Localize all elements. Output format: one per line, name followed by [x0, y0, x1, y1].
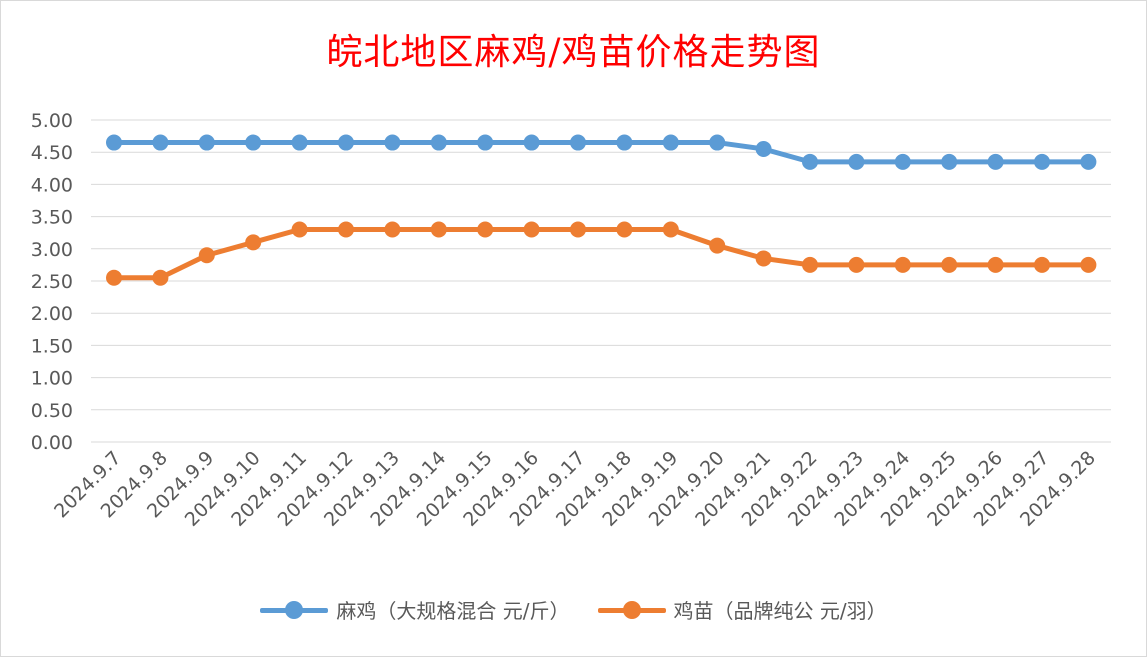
point-series-1-19 [987, 256, 1004, 273]
point-series-1-7 [430, 221, 447, 238]
y-tick-label-3: 1.50 [31, 335, 73, 357]
point-series-1-4 [291, 221, 308, 238]
point-series-0-14 [755, 140, 772, 157]
y-tick-label-0: 0.00 [31, 432, 73, 454]
point-series-1-20 [1034, 256, 1050, 273]
legend-label-series-0: 麻鸡（大规格混合 元/斤） [336, 599, 570, 623]
point-series-0-13 [709, 134, 726, 151]
legend: 麻鸡（大规格混合 元/斤） 鸡苗（品牌纯公 元/羽） [1, 595, 1146, 624]
point-series-0-21 [1080, 153, 1097, 170]
point-series-1-11 [616, 221, 633, 238]
point-series-1-16 [848, 256, 865, 273]
point-series-0-1 [152, 134, 169, 151]
series-line-1 [111, 226, 1091, 281]
point-series-1-10 [570, 221, 586, 238]
y-tick-label-7: 3.50 [31, 207, 73, 229]
chart-title: 皖北地区麻鸡/鸡苗价格走势图 [326, 32, 821, 73]
point-series-0-2 [198, 134, 215, 151]
point-series-0-19 [987, 153, 1004, 170]
point-series-1-2 [198, 247, 215, 264]
point-series-1-21 [1080, 256, 1097, 273]
point-series-0-9 [523, 134, 540, 151]
point-series-1-1 [152, 269, 169, 286]
point-series-0-20 [1034, 153, 1050, 170]
point-series-0-4 [291, 134, 308, 151]
y-tick-label-5: 2.50 [31, 271, 73, 293]
legend-item-series-1: 鸡苗（品牌纯公 元/羽） [597, 595, 887, 624]
point-series-1-15 [802, 256, 818, 273]
y-tick-label-2: 1.00 [31, 368, 73, 390]
point-series-0-17 [894, 153, 911, 170]
point-series-0-0 [106, 134, 122, 151]
y-tick-label-8: 4.00 [31, 174, 73, 196]
legend-marker-series-0 [285, 600, 304, 619]
point-series-0-18 [941, 153, 958, 170]
legend-label-series-1: 鸡苗（品牌纯公 元/羽） [673, 599, 887, 623]
point-series-1-3 [245, 234, 262, 251]
point-series-1-0 [106, 269, 122, 286]
point-series-1-14 [755, 250, 772, 267]
point-series-0-12 [662, 134, 679, 151]
y-tick-label-6: 3.00 [31, 239, 73, 261]
point-series-0-11 [616, 134, 633, 151]
point-series-1-5 [338, 221, 354, 238]
point-series-0-6 [384, 134, 401, 151]
point-series-1-9 [523, 221, 540, 238]
legend-swatch-series-1 [597, 600, 666, 620]
point-series-1-13 [709, 237, 726, 254]
point-series-1-6 [384, 221, 401, 238]
legend-item-series-0: 麻鸡（大规格混合 元/斤） [260, 595, 570, 624]
point-series-0-5 [338, 134, 354, 151]
point-series-1-8 [477, 221, 494, 238]
point-series-1-17 [894, 256, 911, 273]
y-tick-label-9: 4.50 [31, 142, 73, 164]
legend-marker-series-1 [622, 600, 641, 619]
point-series-0-10 [570, 134, 586, 151]
series-line-0 [111, 140, 1091, 165]
point-series-1-12 [662, 221, 679, 238]
point-series-0-7 [430, 134, 447, 151]
y-tick-label-10: 5.00 [31, 110, 73, 132]
y-tick-label-1: 0.50 [31, 400, 73, 422]
point-series-0-3 [245, 134, 262, 151]
point-series-0-16 [848, 153, 865, 170]
point-series-0-8 [477, 134, 494, 151]
point-series-0-15 [802, 153, 818, 170]
legend-swatch-series-0 [260, 600, 329, 620]
y-tick-label-4: 2.00 [31, 303, 73, 325]
point-series-1-18 [941, 256, 958, 273]
